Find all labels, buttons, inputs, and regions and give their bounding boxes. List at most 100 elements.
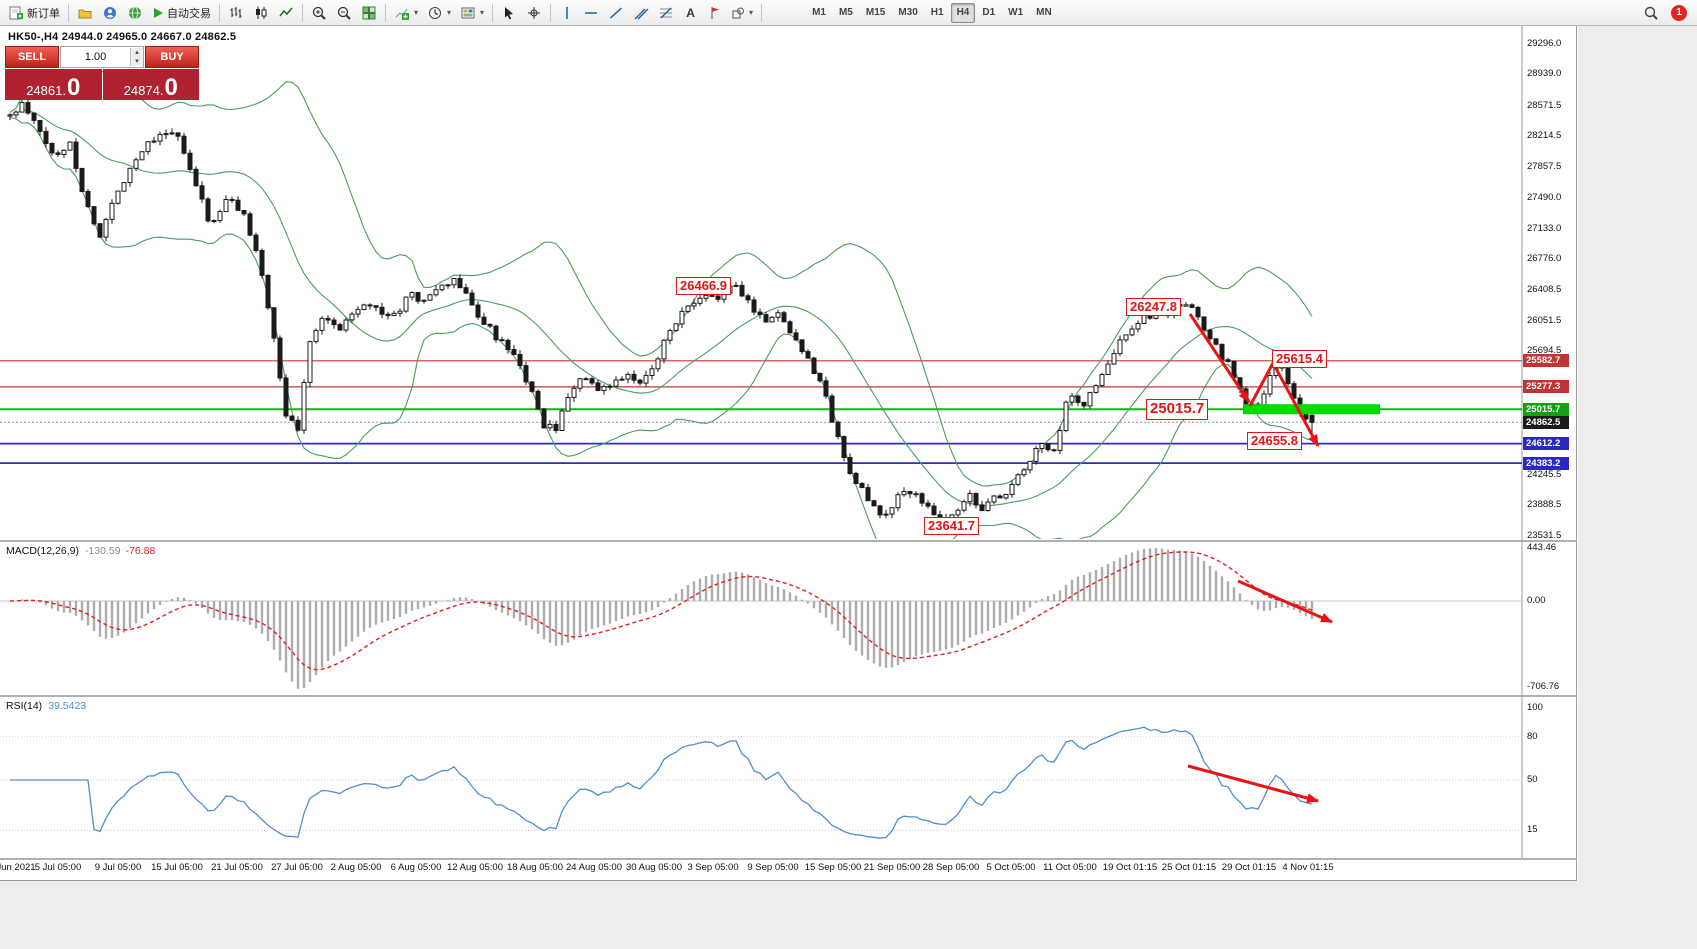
sell-price-button[interactable]: 24861. 0: [5, 69, 102, 100]
y-axis-label: 24245.5: [1527, 469, 1562, 480]
macd-axis-label: 0.00: [1527, 595, 1546, 606]
timeframe-d1-button[interactable]: D1: [976, 3, 1001, 23]
timeframe-m15-button[interactable]: M15: [860, 3, 891, 23]
candlestick-chart-button[interactable]: [249, 2, 273, 24]
time-axis-label: 11 Oct 05:00: [1043, 862, 1097, 873]
community-button[interactable]: [123, 2, 147, 24]
y-axis-label: 27490.0: [1527, 192, 1562, 203]
time-axis-label: 27 Jul 05:00: [271, 862, 323, 873]
profile-button[interactable]: [98, 2, 122, 24]
time-axis-label: 30 Aug 05:00: [626, 862, 682, 873]
time-axis-label: Jun 2021: [0, 862, 36, 873]
fibonacci-button[interactable]: [654, 2, 678, 24]
trendline-button[interactable]: [604, 2, 628, 24]
text-button[interactable]: A: [679, 2, 702, 24]
templates-button[interactable]: ▾: [456, 2, 488, 24]
timeframe-m1-button[interactable]: M1: [806, 3, 832, 23]
channel-icon: [634, 8, 649, 19]
zoom-out-button[interactable]: [332, 2, 356, 24]
time-axis-label: 24 Aug 05:00: [566, 862, 622, 873]
channel-button[interactable]: [629, 2, 653, 24]
search-icon: [1644, 6, 1658, 20]
trendline-icon: [610, 6, 623, 19]
time-axis-label: 3 Sep 05:00: [687, 862, 739, 873]
price-annotation: 25615.4: [1272, 350, 1327, 369]
new-order-button[interactable]: 新订单: [4, 2, 64, 24]
label-button[interactable]: [703, 2, 726, 24]
toolbar-right-group: 1: [1639, 2, 1693, 24]
one-click-prices: 24861. 0 24874. 0: [5, 69, 199, 100]
crosshair-icon: [528, 6, 541, 19]
timeframe-m30-button[interactable]: M30: [892, 3, 923, 23]
price-annotation: 23641.7: [924, 517, 979, 536]
indicators-button[interactable]: ▾: [390, 2, 422, 24]
rsi-name: RSI(14): [6, 700, 43, 712]
toolbar-separator: [550, 3, 552, 22]
bar-chart-button[interactable]: [224, 2, 248, 24]
one-click-trading-panel: SELL 1.00 ▴ ▾ BUY 24861. 0 24874. 0: [5, 46, 199, 100]
timeframe-h1-button[interactable]: H1: [925, 3, 950, 23]
candlestick-icon: [256, 6, 267, 19]
macd-indicator-label: MACD(12,26,9) -130.59 -76.88: [6, 545, 155, 557]
autotrading-button[interactable]: 自动交易: [148, 2, 215, 24]
time-axis-label: 25 Oct 01:15: [1161, 862, 1217, 873]
time-axis-label: 5 Oct 05:00: [986, 862, 1036, 873]
text-tool-icon: A: [686, 5, 695, 20]
search-button[interactable]: [1639, 2, 1663, 24]
dropdown-arrow-icon: ▾: [447, 8, 452, 17]
price-tag: 24862.5: [1523, 416, 1569, 429]
dropdown-arrow-icon: ▾: [480, 8, 485, 17]
sell-button[interactable]: SELL: [5, 46, 59, 68]
toolbar: 新订单 自动交易 ▾ ▾ ▾ A ▾ M1 M5 M15 M3: [0, 0, 1697, 26]
macd-axis-label: 443.46: [1527, 542, 1557, 553]
time-axis-label: 2 Aug 05:00: [330, 862, 382, 873]
vertical-line-button[interactable]: [555, 2, 578, 24]
timeframe-mn-button[interactable]: MN: [1030, 3, 1058, 23]
cursor-button[interactable]: [497, 2, 521, 24]
zoom-in-icon: [312, 6, 326, 20]
y-axis-label: 29296.0: [1527, 38, 1562, 49]
y-axis-label: 23531.5: [1527, 530, 1562, 541]
y-axis-label: 27857.5: [1527, 161, 1562, 172]
time-axis-label: 9 Sep 05:00: [747, 862, 799, 873]
buy-price: 24874.: [123, 82, 164, 98]
volume-up-icon[interactable]: ▴: [131, 48, 143, 57]
rsi-axis-label: 15: [1527, 824, 1538, 835]
timeframe-h4-button[interactable]: H4: [950, 2, 976, 23]
zoom-in-button[interactable]: [307, 2, 331, 24]
files-button[interactable]: [73, 2, 97, 24]
toolbar-separator: [761, 3, 763, 22]
price-tag: 24612.2: [1523, 437, 1569, 450]
volume-spin-buttons: ▴ ▾: [130, 48, 143, 66]
timeframe-w1-button[interactable]: W1: [1002, 3, 1029, 23]
y-axis-label: 26051.5: [1527, 315, 1562, 326]
crosshair-button[interactable]: [522, 2, 546, 24]
zoom-out-icon: [337, 6, 351, 20]
notification-badge[interactable]: 1: [1671, 4, 1687, 21]
profile-icon: [104, 6, 116, 19]
dropdown-arrow-icon: ▾: [749, 8, 754, 17]
sell-price: 24861.: [26, 82, 66, 98]
timeframe-m5-button[interactable]: M5: [833, 3, 859, 23]
toolbar-separator: [219, 3, 220, 22]
time-axis-label: 15 Sep 05:00: [804, 862, 862, 873]
buy-button[interactable]: BUY: [145, 46, 199, 68]
time-axis-label: 5 Jul 05:00: [34, 862, 82, 873]
time-axis-label: 29 Oct 01:15: [1221, 862, 1277, 873]
horizontal-line-button[interactable]: [579, 2, 603, 24]
shapes-button[interactable]: ▾: [727, 2, 757, 24]
rsi-axis-label: 80: [1527, 731, 1538, 742]
tile-windows-button[interactable]: [357, 2, 381, 24]
y-axis-label: 26776.0: [1527, 253, 1562, 264]
templates-icon: [461, 7, 475, 18]
volume-value[interactable]: 1.00: [84, 51, 107, 63]
tile-windows-icon: [362, 6, 376, 19]
periods-button[interactable]: ▾: [423, 2, 455, 24]
buy-price-button[interactable]: 24874. 0: [102, 69, 199, 100]
volume-down-icon[interactable]: ▾: [131, 57, 143, 66]
line-chart-button[interactable]: [274, 2, 298, 24]
volume-stepper[interactable]: 1.00 ▴ ▾: [60, 46, 144, 68]
price-tag: 25582.7: [1523, 354, 1569, 367]
y-axis-label: 23888.5: [1527, 499, 1562, 510]
